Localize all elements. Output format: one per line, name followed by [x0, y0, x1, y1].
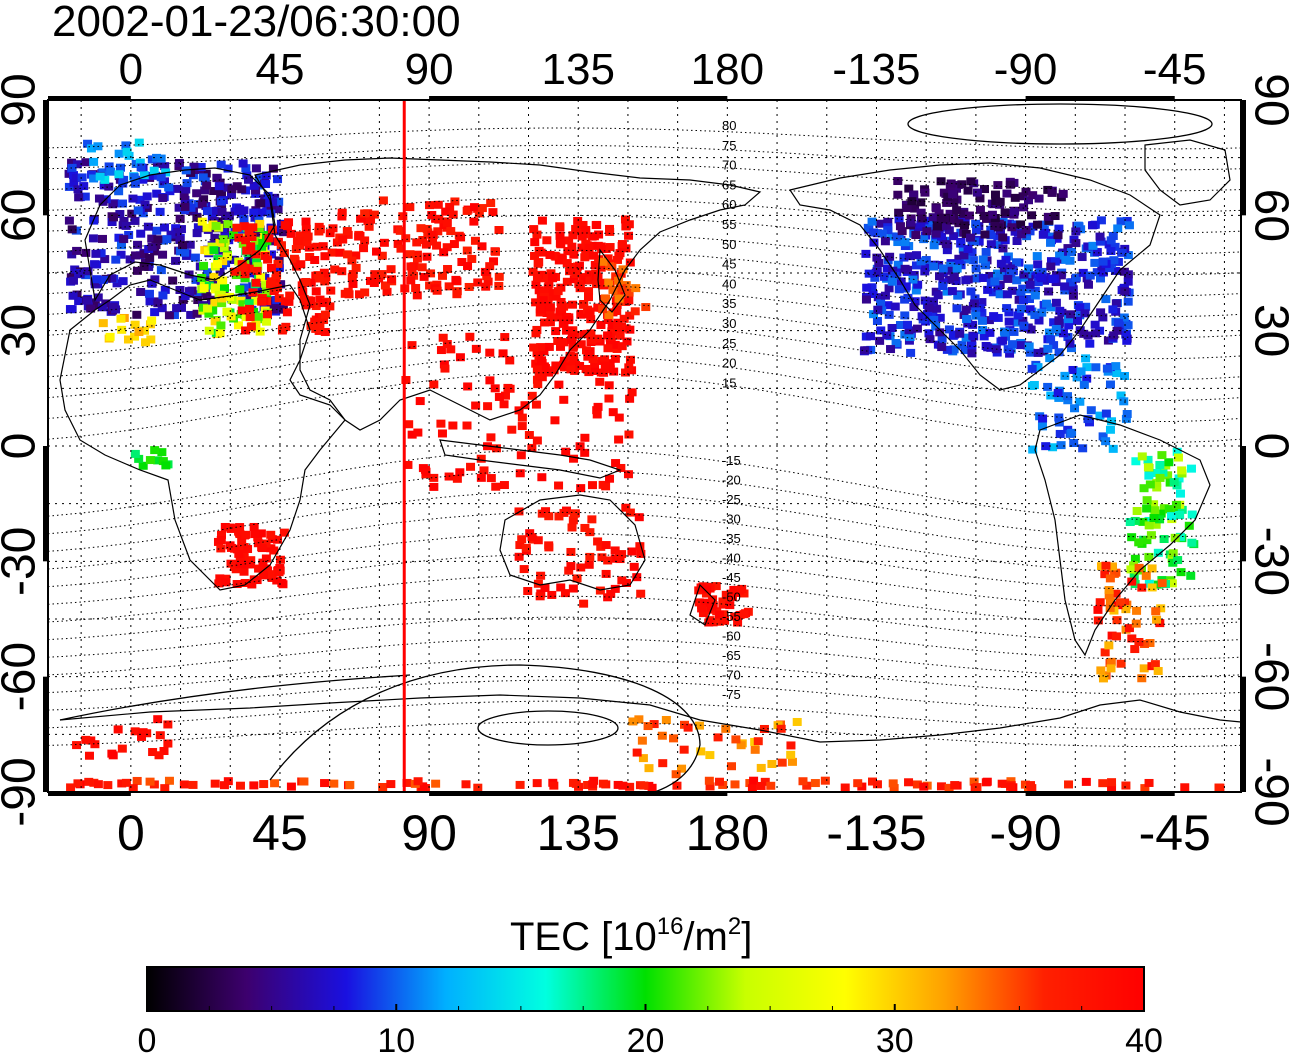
mlat-label: 20 — [722, 356, 736, 371]
left-latitude-axis: 90 60 30 0 -30 -60 -90 — [0, 73, 46, 826]
lat-tick-label: -60 — [0, 642, 46, 711]
lon-tick-label: -135 — [826, 805, 926, 861]
lon-tick-label: -90 — [989, 805, 1061, 861]
lat-tick-label: 0 — [0, 433, 46, 460]
lon-tick-label: 180 — [686, 805, 769, 861]
magnetic-latitude-contours — [48, 127, 1241, 748]
lat-tick-label: -30 — [0, 527, 46, 596]
lat-tick-label: -60 — [1244, 642, 1292, 711]
lon-tick-label: -135 — [832, 45, 920, 94]
colorbar-tick-label: 10 — [377, 1022, 415, 1057]
lon-tick-label: 45 — [252, 805, 308, 861]
lon-tick-label: 45 — [255, 45, 304, 94]
bottom-longitude-axis: 0 45 90 135 180 -135 -90 -45 — [117, 805, 1211, 861]
frame-tick-bars — [43, 96, 1246, 796]
lat-tick-label: -90 — [1244, 757, 1292, 826]
right-latitude-axis: 90 60 30 0 -30 -60 -90 — [1244, 73, 1292, 826]
mlat-label: 30 — [722, 316, 736, 331]
colorbar-tick-label: 20 — [627, 1022, 665, 1057]
mlat-label: -70 — [722, 668, 741, 683]
mlat-label: -60 — [722, 629, 741, 644]
lat-tick-label: 0 — [1244, 433, 1292, 460]
colorbar-tick-label: 40 — [1125, 1022, 1163, 1057]
mlat-label: 45 — [722, 257, 736, 272]
mlat-label: -20 — [722, 473, 741, 488]
colorbar-tick-label: 30 — [876, 1022, 914, 1057]
tec-data-cells — [64, 138, 1225, 792]
lat-tick-label: 90 — [0, 73, 46, 126]
mlat-label: 80 — [722, 118, 736, 133]
colorbar-title: TEC [1016/m2] — [510, 913, 753, 959]
lat-tick-label: 60 — [0, 189, 46, 242]
mlat-label: -15 — [722, 453, 741, 468]
mlat-label: -40 — [722, 551, 741, 566]
mlat-label: 15 — [722, 375, 736, 390]
mlat-label: -55 — [722, 609, 741, 624]
lon-tick-label: -90 — [994, 45, 1058, 94]
mlat-label: 35 — [722, 296, 736, 311]
mlat-label: 50 — [722, 237, 736, 252]
lat-tick-label: 60 — [1244, 189, 1292, 242]
lat-tick-label: -90 — [0, 757, 46, 826]
top-longitude-axis: 0 45 90 135 180 -135 -90 -45 — [119, 45, 1207, 94]
lon-tick-label: 0 — [117, 805, 145, 861]
lat-tick-label: 90 — [1244, 73, 1292, 126]
lon-tick-label: 180 — [691, 45, 764, 94]
mlat-label: -45 — [722, 570, 741, 585]
graticule — [48, 100, 1241, 792]
polar-contours — [59, 103, 1213, 792]
mlat-label: 75 — [722, 138, 736, 153]
mlat-label: 65 — [722, 177, 736, 192]
lon-tick-label: 0 — [119, 45, 143, 94]
mlat-label: 55 — [722, 217, 736, 232]
mlat-label: -65 — [722, 648, 741, 663]
mlat-label: 70 — [722, 158, 736, 173]
lon-tick-label: -45 — [1143, 45, 1207, 94]
lon-tick-label: 90 — [401, 805, 457, 861]
mlat-label: 60 — [722, 197, 736, 212]
colorbar-ticks: 0 10 20 30 40 — [138, 1004, 1163, 1057]
lon-tick-label: 135 — [542, 45, 615, 94]
coastlines — [59, 139, 1241, 743]
lon-tick-label: 90 — [405, 45, 454, 94]
mlat-label: 25 — [722, 336, 736, 351]
lat-tick-label: 30 — [1244, 304, 1292, 357]
magnetic-latitude-labels: 80 75 70 65 60 55 50 45 40 35 30 25 20 15 -15 -20 -25 -30… — [722, 118, 741, 702]
colorbar — [146, 966, 1145, 1012]
lon-tick-label: 135 — [537, 805, 620, 861]
mlat-label: -75 — [722, 687, 741, 702]
lat-tick-label: -30 — [1244, 527, 1292, 596]
lat-tick-label: 30 — [0, 304, 46, 357]
colorbar-tick-label: 0 — [138, 1022, 157, 1057]
timestamp: 2002-01-23/06:30:00 — [52, 0, 461, 46]
mlat-label: -35 — [722, 531, 741, 546]
mlat-label: 40 — [722, 276, 736, 291]
mlat-label: -30 — [722, 512, 741, 527]
lon-tick-label: -45 — [1139, 805, 1211, 861]
mlat-label: -50 — [722, 590, 741, 605]
mlat-label: -25 — [722, 492, 741, 507]
